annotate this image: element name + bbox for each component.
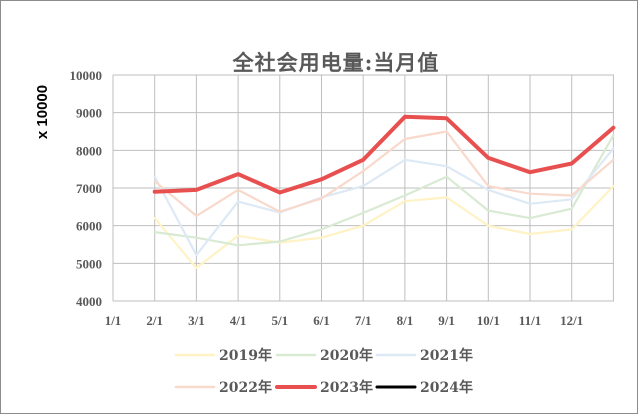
x-tick-label: 3/1	[188, 313, 205, 328]
y-axis-label: x 10000	[34, 85, 51, 139]
legend-label: 2022年	[219, 379, 272, 396]
y-tick-label: 6000	[76, 219, 102, 234]
x-tick-label: 11/1	[519, 313, 541, 328]
x-tick-labels: 1/1 2/1 3/1 4/1 5/1 6/1 7/1 8/1 9/1 10/1 11/1 12/1	[105, 313, 584, 328]
x-tick-label: 12/1	[560, 313, 583, 328]
x-tick-label: 1/1	[105, 313, 122, 328]
gridlines	[112, 74, 614, 302]
series-line	[153, 134, 615, 247]
y-tick-labels: 4000 5000 6000 7000 8000 9000 10000	[70, 68, 103, 309]
chart-title: 全社会用电量:当月值	[232, 50, 440, 75]
series-lines	[152, 114, 616, 269]
legend-label: 2021年	[420, 347, 473, 364]
y-tick-label: 10000	[70, 68, 103, 83]
y-tick-label: 7000	[76, 181, 102, 196]
x-tick-label: 6/1	[313, 313, 330, 328]
legend-label: 2020年	[320, 347, 373, 364]
x-tick-label: 8/1	[397, 313, 414, 328]
y-tick-label: 9000	[76, 106, 102, 121]
x-tick-label: 9/1	[438, 313, 455, 328]
series-line	[153, 130, 615, 217]
x-tick-label: 4/1	[230, 313, 247, 328]
y-tick-label: 8000	[76, 143, 102, 158]
legend-label: 2023年	[320, 379, 373, 396]
x-tick-label: 10/1	[477, 313, 500, 328]
legend-label: 2019年	[219, 347, 272, 364]
y-tick-label: 4000	[76, 294, 102, 309]
legend: 2019年 2020年 2021年 2022年 2023年 2024年	[174, 347, 473, 396]
series-line	[153, 185, 615, 269]
x-tick-label: 2/1	[146, 313, 163, 328]
x-tick-label: 5/1	[271, 313, 288, 328]
series-line	[153, 147, 615, 257]
x-tick-label: 7/1	[355, 313, 372, 328]
y-tick-label: 5000	[76, 256, 102, 271]
legend-label: 2024年	[420, 379, 473, 396]
series-line	[152, 114, 616, 195]
